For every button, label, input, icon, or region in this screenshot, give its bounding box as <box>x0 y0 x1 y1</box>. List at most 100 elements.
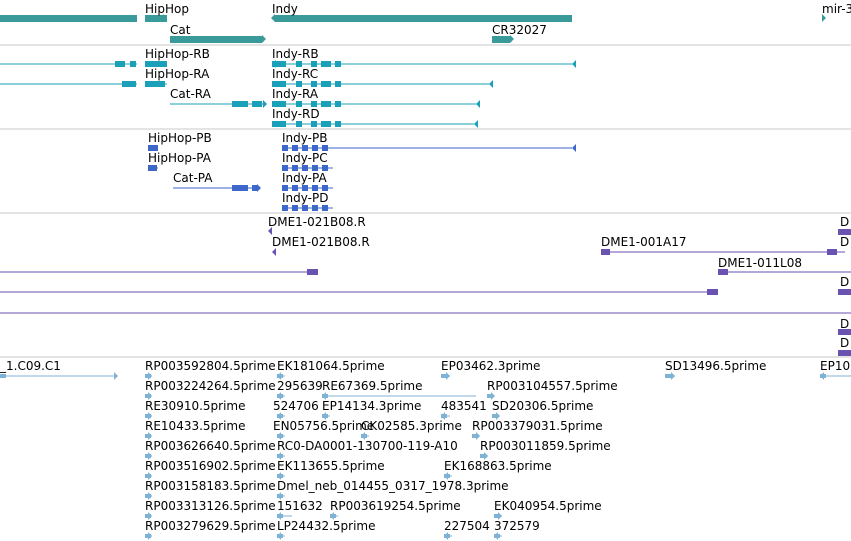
transcript-exon[interactable] <box>321 61 331 67</box>
cds-block[interactable] <box>312 205 318 211</box>
clone-label[interactable]: D <box>840 275 850 289</box>
clone-end[interactable] <box>307 269 318 275</box>
protein-label[interactable]: Indy-PC <box>282 151 328 165</box>
clone-end[interactable] <box>838 329 851 335</box>
cds-block[interactable] <box>292 145 298 151</box>
est-label[interactable]: EN05756.5prime <box>273 419 375 433</box>
est-strand-arrow[interactable] <box>444 532 448 540</box>
transcript-exon[interactable] <box>311 61 317 67</box>
est-strand-arrow[interactable] <box>444 472 448 480</box>
cds-block[interactable] <box>302 145 308 151</box>
est-label[interactable]: 372579 <box>494 519 540 533</box>
gene-strand-arrow[interactable] <box>262 35 266 43</box>
est-strand-arrow[interactable] <box>277 432 281 440</box>
clone-end[interactable] <box>827 249 837 255</box>
cds-block[interactable] <box>312 145 318 151</box>
est-label[interactable]: RP003224264.5prime <box>145 379 276 393</box>
transcript-exon[interactable] <box>321 121 331 127</box>
est-label[interactable]: 227504 <box>444 519 490 533</box>
est-strand-arrow[interactable] <box>277 512 281 520</box>
est-strand-arrow[interactable] <box>330 512 334 520</box>
gene-strand-arrow[interactable] <box>822 14 826 22</box>
cds-block[interactable] <box>322 165 328 171</box>
est-strand-arrow[interactable] <box>671 372 675 380</box>
est-label[interactable]: RE10433.5prime <box>145 419 246 433</box>
transcript-exon[interactable] <box>145 61 167 67</box>
est-strand-arrow[interactable] <box>441 412 445 420</box>
transcript-label[interactable]: Cat-RA <box>170 87 211 101</box>
transcript-exon[interactable] <box>272 81 286 87</box>
cds-block[interactable] <box>282 205 288 211</box>
gene-strand-arrow[interactable] <box>271 14 275 22</box>
transcript-exon[interactable] <box>296 101 302 107</box>
est-strand-arrow[interactable] <box>148 472 152 480</box>
est-label[interactable]: SD13496.5prime <box>665 359 767 373</box>
protein-label[interactable]: HipHop-PA <box>148 151 211 165</box>
est-label[interactable]: LP24432.5prime <box>277 519 376 533</box>
est-strand-arrow[interactable] <box>277 392 281 400</box>
est-strand-arrow[interactable] <box>114 372 118 380</box>
est-block[interactable] <box>472 434 478 438</box>
est-block[interactable] <box>665 374 671 378</box>
protein-label[interactable]: Indy-PA <box>282 171 327 185</box>
clone-label[interactable]: D <box>840 215 850 229</box>
est-label[interactable]: RE30910.5prime <box>145 399 246 413</box>
transcript-exon[interactable] <box>311 121 317 127</box>
transcript-exon[interactable] <box>252 101 262 107</box>
transcript-exon[interactable] <box>272 121 286 127</box>
gene-feature[interactable] <box>492 36 510 43</box>
clone-label[interactable]: DME1-021B08.R <box>272 235 370 249</box>
est-strand-arrow[interactable] <box>484 452 488 460</box>
est-label[interactable]: EP10 <box>820 359 851 373</box>
est-label[interactable]: 295639 <box>277 379 323 393</box>
gene-label[interactable]: Indy <box>272 2 298 16</box>
est-label[interactable]: EK181064.5prime <box>277 359 385 373</box>
est-label[interactable]: RP003104557.5prime <box>487 379 618 393</box>
est-label[interactable]: CK02585.3prime <box>361 419 462 433</box>
est-label[interactable]: RP003011859.5prime <box>480 439 611 453</box>
cds-block[interactable] <box>302 185 308 191</box>
clone-end[interactable] <box>601 249 610 255</box>
est-strand-arrow[interactable] <box>322 412 326 420</box>
transcript-strand-arrow[interactable] <box>476 100 480 108</box>
gene-strand-arrow[interactable] <box>163 14 167 22</box>
est-label[interactable]: 151632 <box>277 499 323 513</box>
gene-feature[interactable] <box>275 15 572 22</box>
transcript-strand-arrow[interactable] <box>489 80 493 88</box>
clone-end[interactable] <box>838 289 851 295</box>
est-label[interactable]: RP003592804.5prime <box>145 359 276 373</box>
cds-block[interactable] <box>148 145 158 151</box>
protein-label[interactable]: Cat-PA <box>173 171 213 185</box>
est-label[interactable]: RC0-DA0001-130700-119-A10 <box>277 439 458 453</box>
est-strand-arrow[interactable] <box>277 412 281 420</box>
transcript-exon[interactable] <box>335 101 341 107</box>
transcript-exon[interactable] <box>145 81 165 87</box>
clone-end[interactable] <box>718 269 728 275</box>
est-strand-arrow[interactable] <box>361 432 365 440</box>
est-label[interactable]: RP003619254.5prime <box>330 499 461 513</box>
transcript-label[interactable]: Indy-RB <box>272 47 319 61</box>
transcript-exon[interactable] <box>130 61 136 67</box>
est-strand-arrow[interactable] <box>148 392 152 400</box>
est-strand-arrow[interactable] <box>498 512 502 520</box>
transcript-label[interactable]: Indy-RC <box>272 67 319 81</box>
gene-label[interactable]: Cat <box>170 23 191 37</box>
transcript-exon[interactable] <box>335 81 341 87</box>
clone-label[interactable]: D <box>840 235 850 249</box>
gene-feature[interactable] <box>0 15 137 22</box>
gene-label[interactable]: HipHop <box>145 2 189 16</box>
est-label[interactable]: RP003279629.5prime <box>145 519 276 533</box>
transcript-exon[interactable] <box>335 61 341 67</box>
transcript-exon[interactable] <box>296 61 302 67</box>
cds-block[interactable] <box>302 165 308 171</box>
gene-feature[interactable] <box>145 15 167 22</box>
est-strand-arrow[interactable] <box>496 412 500 420</box>
cds-block[interactable] <box>292 165 298 171</box>
transcript-exon[interactable] <box>272 61 286 67</box>
transcript-strand-arrow[interactable] <box>272 60 276 68</box>
est-label[interactable]: RP003158183.5prime <box>145 479 276 493</box>
est-strand-arrow[interactable] <box>491 392 495 400</box>
est-block[interactable] <box>494 514 500 518</box>
cds-block[interactable] <box>312 185 318 191</box>
est-label[interactable]: EP03462.3prime <box>441 359 541 373</box>
